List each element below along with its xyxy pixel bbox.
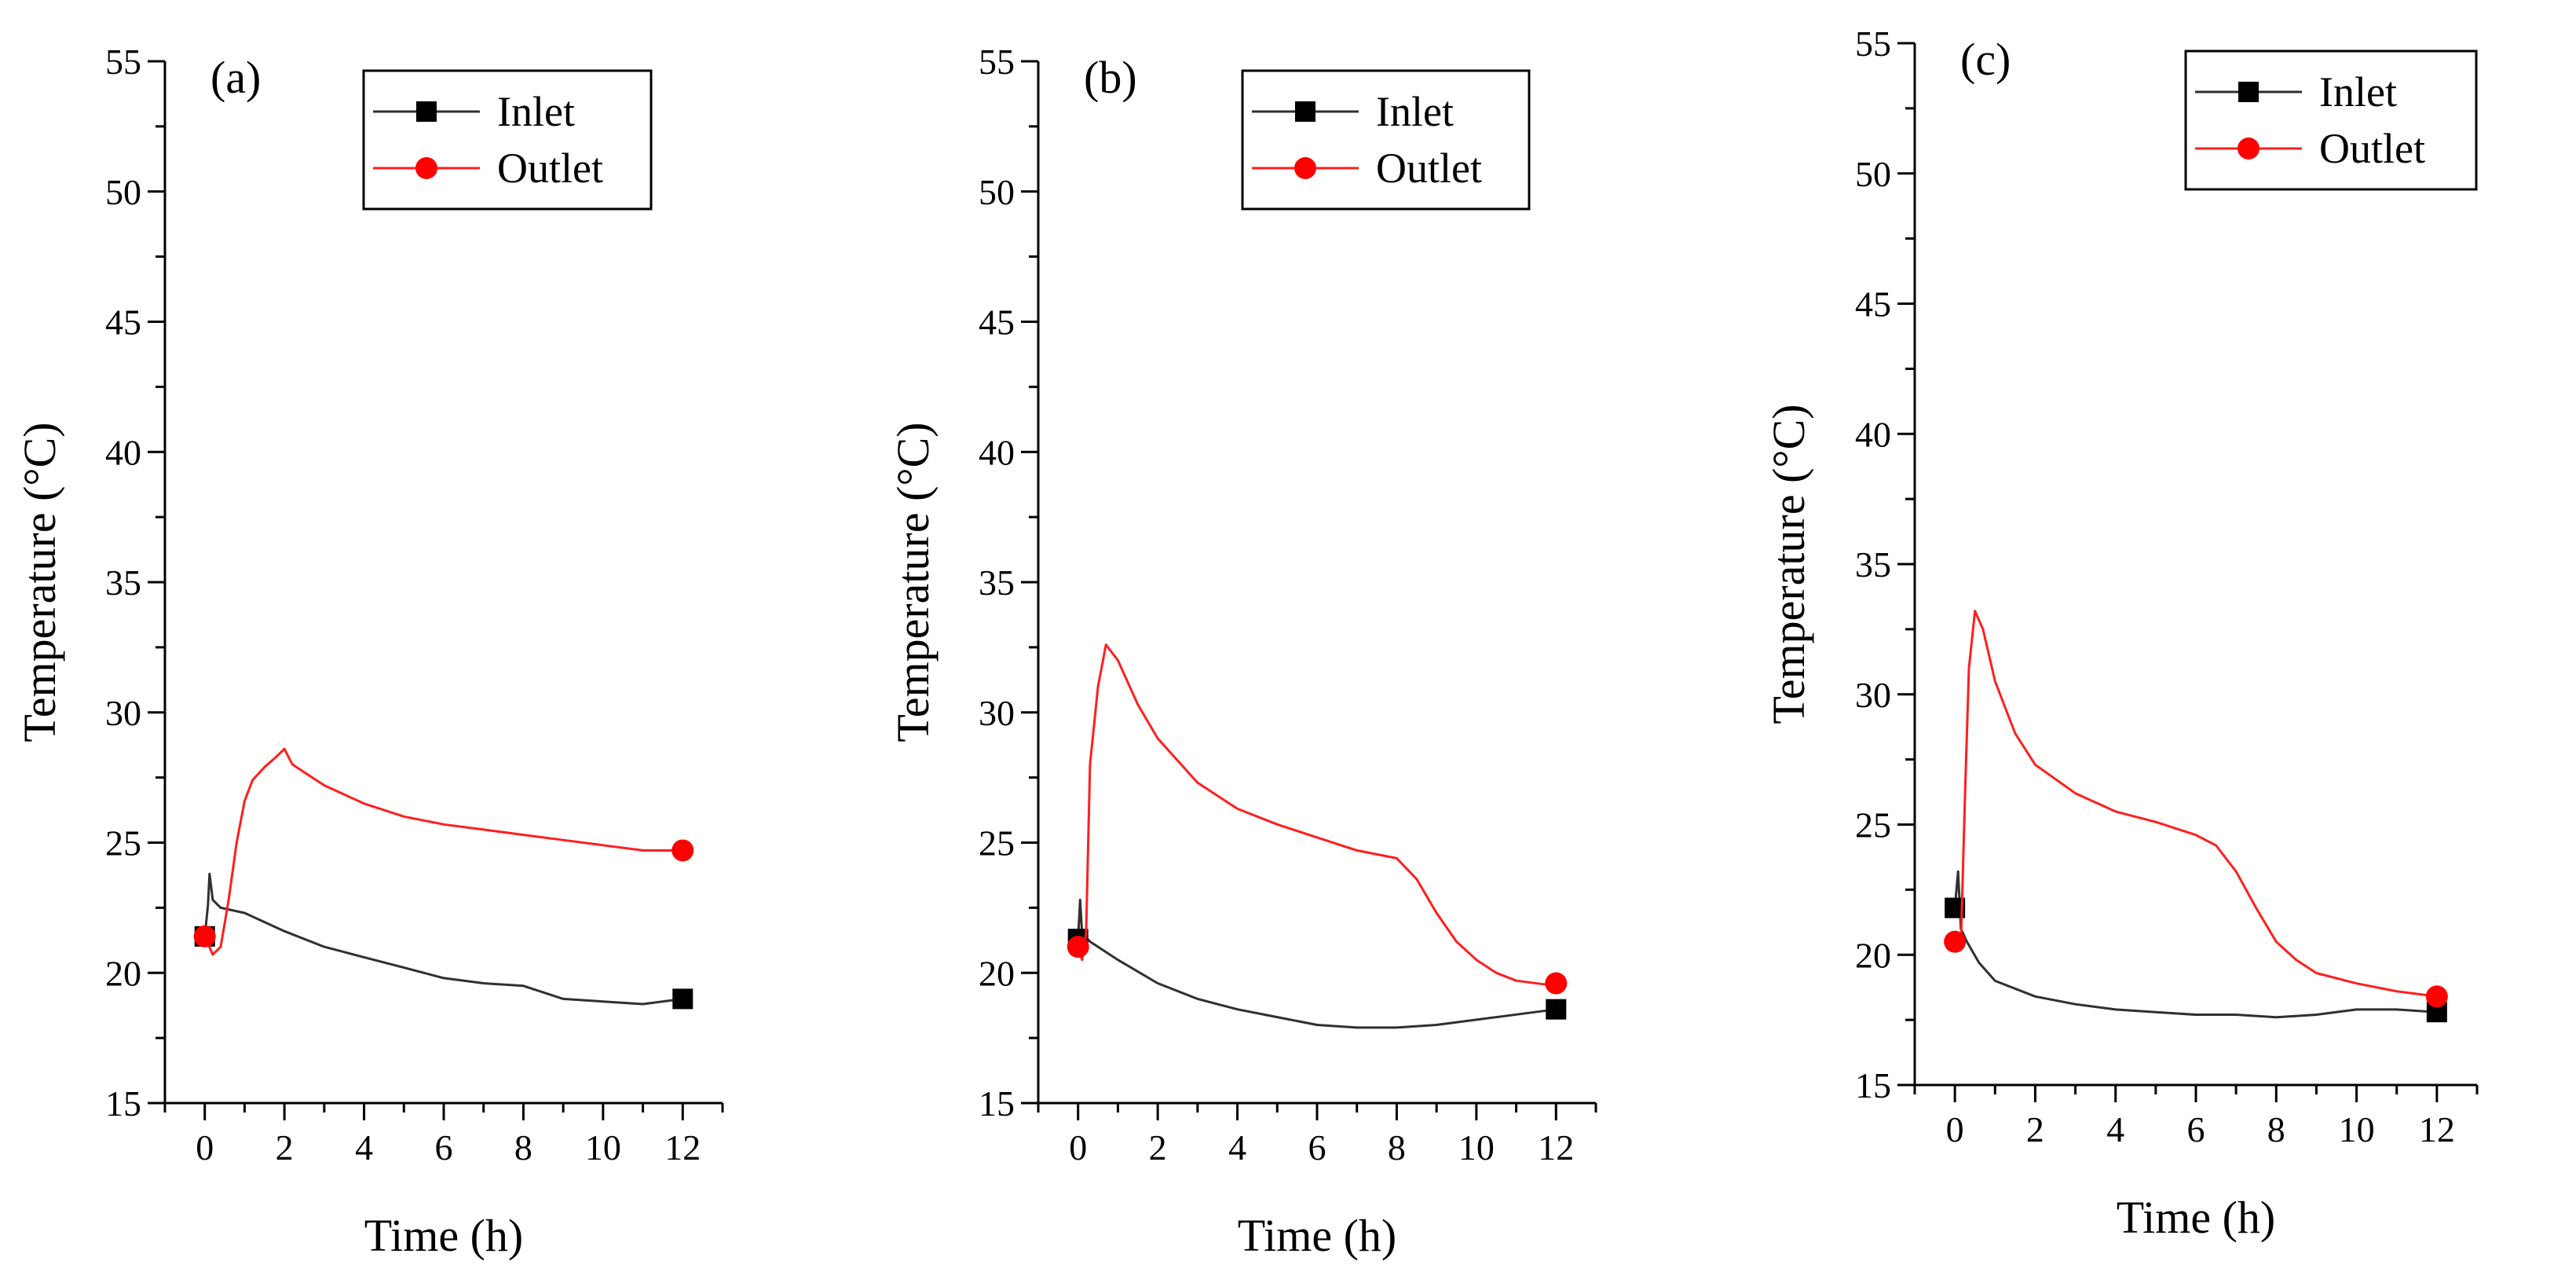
- y-tick-label: 45: [1855, 284, 1891, 324]
- x-axis-title: Time (h): [1238, 1210, 1397, 1261]
- x-tick-label: 6: [435, 1127, 453, 1168]
- outlet-marker: [671, 839, 694, 862]
- legend-outlet-label: Outlet: [1376, 145, 1482, 192]
- y-axis-title: Temperature (°C): [14, 422, 65, 742]
- y-tick-label: 55: [1855, 24, 1891, 64]
- y-tick-label: 20: [105, 953, 141, 993]
- outlet-marker: [1545, 972, 1568, 995]
- outlet-marker: [1067, 936, 1089, 959]
- y-tick-label: 40: [1855, 414, 1891, 454]
- x-axis-title: Time (h): [364, 1210, 524, 1261]
- x-tick-label: 12: [1538, 1127, 1574, 1168]
- y-tick-label: 55: [105, 42, 141, 82]
- series-outlet: [1944, 610, 2448, 1008]
- y-tick-label: 30: [105, 693, 141, 733]
- series-inlet: [1067, 898, 1567, 1029]
- y-tick-label: 35: [105, 563, 141, 603]
- legend: Inlet Outlet: [362, 69, 653, 211]
- outlet-marker: [193, 925, 216, 948]
- x-tick-label: 10: [585, 1127, 621, 1168]
- y-tick-label: 25: [105, 823, 141, 863]
- series-inlet: [1945, 870, 2447, 1023]
- x-tick-label: 2: [2026, 1109, 2044, 1149]
- legend: Inlet Outlet: [1241, 69, 1531, 211]
- x-tick-label: 12: [664, 1127, 701, 1168]
- legend-inlet-marker: [1295, 101, 1315, 122]
- outlet-marker: [2425, 985, 2448, 1008]
- legend-outlet-label: Outlet: [2319, 125, 2425, 172]
- x-tick-label: 6: [2187, 1109, 2205, 1149]
- y-axis-title: Temperature (°C): [1763, 404, 1814, 724]
- panel-c: 15 20 25 30 35 40 45 50 55 0 2 4 6 8 10 12 Time (h) Tempe…: [1763, 24, 2479, 1243]
- legend-inlet-label: Inlet: [1376, 88, 1454, 135]
- outlet-marker: [1944, 930, 1967, 953]
- x-tick-label: 10: [2339, 1109, 2375, 1149]
- y-tick-label: 30: [979, 693, 1015, 733]
- legend-box: [362, 69, 653, 211]
- y-tick-label: 15: [979, 1083, 1015, 1124]
- legend-box: [1241, 69, 1531, 211]
- x-axis-title: Time (h): [2117, 1192, 2276, 1243]
- y-tick-label: 35: [1855, 544, 1891, 585]
- legend-inlet-label: Inlet: [497, 88, 575, 135]
- y-tick-label: 40: [105, 432, 141, 472]
- y-tick-label: 15: [105, 1083, 141, 1124]
- y-axis-title: Temperature (°C): [887, 422, 939, 742]
- legend-inlet-marker: [2238, 82, 2259, 102]
- y-tick-label: 25: [1855, 805, 1891, 845]
- y-tick-label: 15: [1855, 1065, 1891, 1105]
- y-tick-label: 20: [979, 953, 1015, 993]
- legend-outlet-marker: [2238, 137, 2259, 159]
- legend: Inlet Outlet: [2184, 49, 2478, 191]
- y-tick-label: 45: [105, 302, 141, 343]
- legend-outlet-marker: [415, 157, 437, 179]
- x-tick-label: 0: [1069, 1127, 1087, 1168]
- panel-label: (a): [210, 52, 261, 103]
- x-tick-label: 6: [1308, 1127, 1326, 1168]
- y-tick-label: 30: [1855, 675, 1891, 715]
- legend-inlet-label: Inlet: [2319, 68, 2397, 115]
- x-tick-label: 4: [355, 1127, 373, 1168]
- x-tick-label: 8: [514, 1127, 532, 1168]
- series-inlet: [194, 872, 693, 1010]
- y-tick-label: 35: [979, 563, 1015, 603]
- y-tick-label: 50: [1855, 154, 1891, 194]
- series-outlet: [193, 747, 694, 956]
- legend-inlet-marker: [416, 101, 437, 122]
- x-tick-label: 4: [2106, 1109, 2124, 1149]
- y-tick-label: 20: [1855, 935, 1891, 975]
- series-line-outlet: [1077, 643, 1557, 988]
- x-tick-label: 8: [1388, 1127, 1406, 1168]
- y-tick-label: 50: [105, 172, 141, 212]
- panel-label: (b): [1084, 52, 1137, 103]
- panel-a: 15 20 25 30 35 40 45 50 55 0 2 4 6 8 10 12 Time (h) Tempe…: [14, 42, 724, 1261]
- series-line-inlet: [1953, 870, 2437, 1019]
- y-tick-label: 25: [979, 823, 1015, 863]
- y-tick-label: 50: [979, 172, 1015, 212]
- x-tick-label: 12: [2419, 1109, 2455, 1149]
- x-tick-label: 10: [1458, 1127, 1495, 1168]
- legend-outlet-label: Outlet: [497, 145, 603, 192]
- legend-outlet-marker: [1294, 157, 1316, 179]
- inlet-marker: [1546, 999, 1567, 1020]
- panel-b: 15 20 25 30 35 40 45 50 55 0 2 4 6 8 10 12 Time (h) Tempe…: [887, 42, 1597, 1261]
- series-line-outlet: [1954, 610, 2438, 998]
- x-tick-label: 4: [1228, 1127, 1246, 1168]
- series-line-outlet: [203, 747, 683, 956]
- series-line-inlet: [203, 872, 683, 1006]
- inlet-marker: [672, 988, 693, 1010]
- y-tick-label: 40: [979, 432, 1015, 472]
- x-tick-label: 2: [276, 1127, 294, 1168]
- x-tick-label: 8: [2267, 1109, 2285, 1149]
- y-tick-label: 45: [979, 302, 1015, 343]
- series-outlet: [1067, 643, 1568, 995]
- x-tick-label: 0: [1946, 1109, 1964, 1149]
- x-tick-label: 0: [196, 1127, 214, 1168]
- panel-label: (c): [1960, 34, 2011, 85]
- x-tick-label: 2: [1149, 1127, 1167, 1168]
- legend-box: [2184, 49, 2478, 191]
- y-tick-label: 55: [979, 42, 1015, 82]
